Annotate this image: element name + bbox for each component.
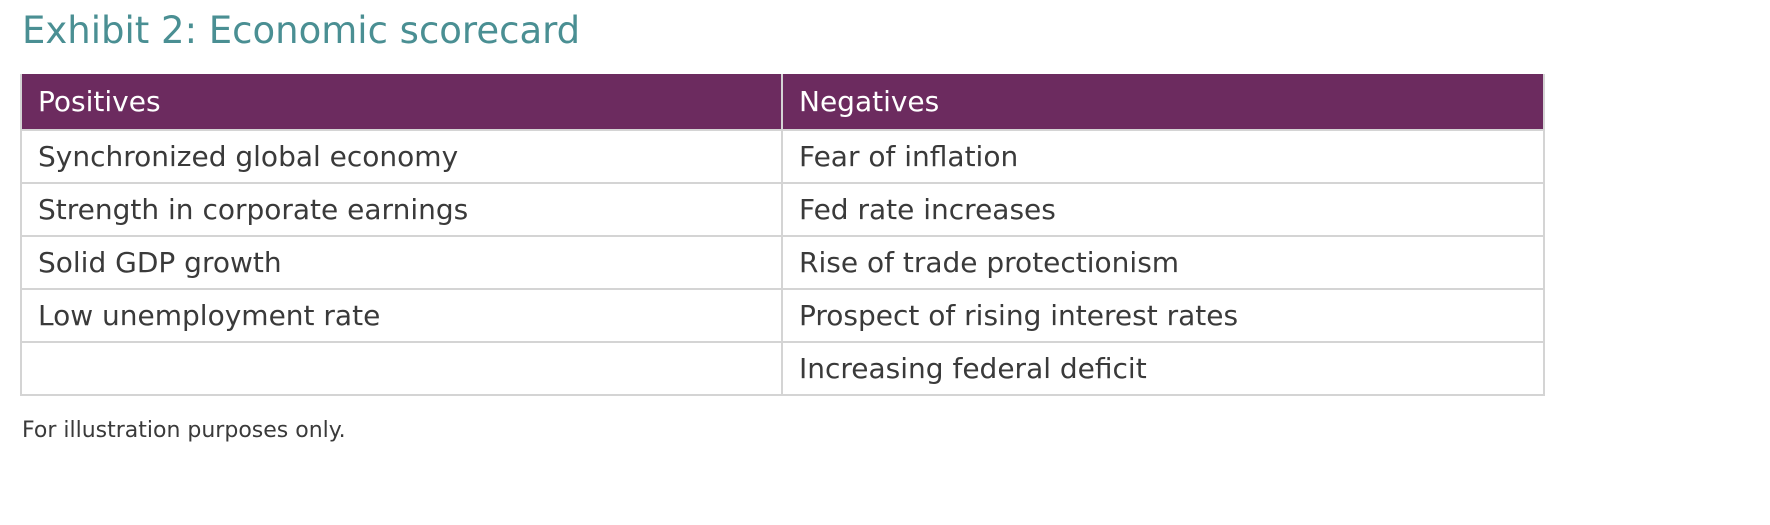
positive-cell: Low unemployment rate	[20, 288, 783, 343]
positive-cell: Solid GDP growth	[20, 235, 783, 290]
footnote: For illustration purposes only.	[22, 418, 346, 443]
negative-cell: Fear of inflation	[781, 129, 1545, 184]
negative-cell: Fed rate increases	[781, 182, 1545, 237]
header-positives: Positives	[20, 74, 783, 130]
negative-cell: Increasing federal deficit	[781, 341, 1545, 396]
exhibit-title: Exhibit 2: Economic scorecard	[22, 9, 581, 52]
economic-scorecard-table: Positives Negatives Synchronized global …	[20, 74, 1545, 396]
negative-cell: Prospect of rising interest rates	[781, 288, 1545, 343]
positive-cell	[20, 341, 783, 396]
table-row: Strength in corporate earnings Fed rate …	[20, 182, 1545, 237]
positive-cell: Strength in corporate earnings	[20, 182, 783, 237]
table-header-row: Positives Negatives	[20, 74, 1545, 130]
table-row: Synchronized global economy Fear of infl…	[20, 129, 1545, 184]
positive-cell: Synchronized global economy	[20, 129, 783, 184]
negative-cell: Rise of trade protectionism	[781, 235, 1545, 290]
header-negatives: Negatives	[781, 74, 1545, 130]
table-row: Low unemployment rate Prospect of rising…	[20, 288, 1545, 343]
table-row: Solid GDP growth Rise of trade protectio…	[20, 235, 1545, 290]
table-row: Increasing federal deficit	[20, 341, 1545, 396]
